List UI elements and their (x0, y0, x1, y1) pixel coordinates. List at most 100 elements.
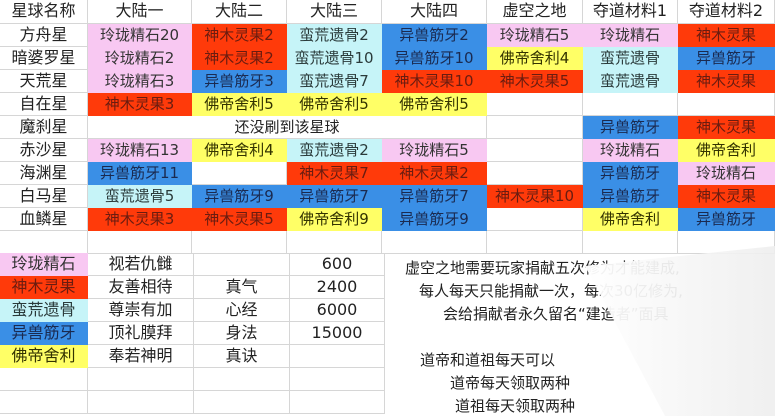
empty-cell[interactable] (583, 231, 678, 254)
planet-name-cell[interactable]: 赤沙星 (0, 139, 88, 162)
material-cell[interactable]: 玲珑精石3 (88, 70, 192, 93)
empty-cell[interactable] (88, 231, 192, 254)
material-cell[interactable] (487, 162, 583, 185)
skill-cell[interactable]: 真气 (194, 276, 290, 299)
material-cell[interactable]: 玲珑精石 (583, 139, 678, 162)
material-cell[interactable]: 异兽筋牙2 (382, 24, 487, 47)
material-cell[interactable] (487, 208, 583, 231)
material-cell[interactable]: 神木灵果 (678, 24, 775, 47)
planet-name-cell[interactable]: 血鳞星 (0, 208, 88, 231)
value-cell[interactable]: 6000 (290, 299, 385, 322)
legend-material-cell[interactable]: 玲珑精石 (0, 253, 88, 276)
empty-cell[interactable] (194, 391, 290, 414)
material-cell[interactable]: 玲珑精石20 (88, 24, 192, 47)
column-header[interactable]: 虚空之地 (487, 0, 583, 24)
material-cell[interactable]: 神木灵果3 (88, 208, 192, 231)
material-cell[interactable]: 神木灵果 (678, 70, 775, 93)
material-cell[interactable]: 佛帝舍利5 (382, 93, 487, 116)
column-header[interactable]: 大陆三 (287, 0, 382, 24)
planet-name-cell[interactable]: 天荒星 (0, 70, 88, 93)
material-cell[interactable]: 异兽筋牙 (583, 185, 678, 208)
empty-cell[interactable] (192, 231, 287, 254)
material-cell[interactable]: 蛮荒遗骨2 (287, 139, 382, 162)
material-cell[interactable] (487, 139, 583, 162)
material-cell[interactable]: 玲珑精石13 (88, 139, 192, 162)
material-cell[interactable]: 玲珑精石5 (382, 139, 487, 162)
empty-cell[interactable] (382, 231, 487, 254)
planet-name-cell[interactable]: 魔刹星 (0, 116, 88, 139)
material-cell[interactable]: 神木灵果 (678, 185, 775, 208)
planet-name-cell[interactable]: 白马星 (0, 185, 88, 208)
attitude-cell[interactable]: 尊崇有加 (88, 299, 194, 322)
empty-cell[interactable] (88, 368, 194, 391)
material-cell[interactable] (487, 93, 583, 116)
material-cell[interactable]: 佛帝舍利4 (487, 47, 583, 70)
material-cell[interactable]: 异兽筋牙9 (382, 208, 487, 231)
material-cell[interactable] (487, 116, 583, 139)
skill-cell[interactable]: 真诀 (194, 345, 290, 368)
attitude-cell[interactable]: 视若仇雠 (88, 253, 194, 276)
skill-cell[interactable]: 身法 (194, 322, 290, 345)
material-cell[interactable]: 异兽筋牙9 (192, 185, 287, 208)
material-cell[interactable]: 神木灵果5 (192, 208, 287, 231)
empty-cell[interactable] (678, 231, 775, 254)
value-cell[interactable] (290, 345, 385, 368)
material-cell[interactable]: 蛮荒遗骨10 (287, 47, 382, 70)
material-cell[interactable]: 佛帝舍利9 (287, 208, 382, 231)
column-header[interactable]: 大陆二 (192, 0, 287, 24)
legend-material-cell[interactable]: 神木灵果 (0, 276, 88, 299)
material-cell[interactable]: 蛮荒遗骨 (583, 47, 678, 70)
empty-cell[interactable] (0, 368, 88, 391)
material-cell[interactable]: 蛮荒遗骨2 (287, 24, 382, 47)
attitude-cell[interactable]: 奉若神明 (88, 345, 194, 368)
planet-name-cell[interactable]: 方舟星 (0, 24, 88, 47)
material-cell[interactable]: 神木灵果10 (487, 185, 583, 208)
material-cell[interactable]: 异兽筋牙 (678, 208, 775, 231)
merged-note-cell[interactable]: 还没刷到该星球 (88, 116, 487, 139)
column-header[interactable]: 大陆一 (88, 0, 192, 24)
material-cell[interactable]: 神木灵果7 (287, 162, 382, 185)
material-cell[interactable]: 异兽筋牙7 (287, 185, 382, 208)
material-cell[interactable]: 蛮荒遗骨7 (287, 70, 382, 93)
material-cell[interactable]: 神木灵果2 (192, 47, 287, 70)
value-cell[interactable]: 15000 (290, 322, 385, 345)
attitude-cell[interactable]: 顶礼膜拜 (88, 322, 194, 345)
value-cell[interactable]: 600 (290, 253, 385, 276)
legend-material-cell[interactable]: 蛮荒遗骨 (0, 299, 88, 322)
empty-cell[interactable] (88, 391, 194, 414)
material-cell[interactable]: 异兽筋牙 (583, 116, 678, 139)
material-cell[interactable]: 异兽筋牙 (583, 162, 678, 185)
material-cell[interactable]: 神木灵果2 (192, 24, 287, 47)
empty-cell[interactable] (290, 391, 385, 414)
empty-cell[interactable] (487, 231, 583, 254)
planet-name-cell[interactable]: 海渊星 (0, 162, 88, 185)
material-cell[interactable]: 异兽筋牙3 (192, 70, 287, 93)
empty-cell[interactable] (0, 391, 88, 414)
material-cell[interactable]: 玲珑精石 (678, 162, 775, 185)
value-cell[interactable]: 2400 (290, 276, 385, 299)
material-cell[interactable]: 神木灵果 (678, 116, 775, 139)
legend-material-cell[interactable]: 异兽筋牙 (0, 322, 88, 345)
planet-name-cell[interactable]: 暗婆罗星 (0, 47, 88, 70)
material-cell[interactable]: 异兽筋牙 (678, 47, 775, 70)
material-cell[interactable]: 佛帝舍利5 (287, 93, 382, 116)
skill-cell[interactable]: 心经 (194, 299, 290, 322)
material-cell[interactable]: 异兽筋牙7 (382, 185, 487, 208)
material-cell[interactable]: 佛帝舍利 (678, 139, 775, 162)
material-cell[interactable]: 神木灵果5 (487, 70, 583, 93)
column-header[interactable]: 星球名称 (0, 0, 88, 24)
material-cell[interactable]: 神木灵果10 (382, 70, 487, 93)
material-cell[interactable]: 佛帝舍利 (583, 208, 678, 231)
material-cell[interactable]: 蛮荒遗骨5 (88, 185, 192, 208)
material-cell[interactable]: 佛帝舍利5 (192, 93, 287, 116)
material-cell[interactable] (678, 93, 775, 116)
material-cell[interactable]: 神木灵果2 (382, 162, 487, 185)
material-cell[interactable] (192, 162, 287, 185)
material-cell[interactable]: 异兽筋牙11 (88, 162, 192, 185)
material-cell[interactable]: 蛮荒遗骨 (583, 70, 678, 93)
empty-cell[interactable] (0, 231, 88, 254)
empty-cell[interactable] (290, 368, 385, 391)
material-cell[interactable] (583, 93, 678, 116)
column-header[interactable]: 夺道材料2 (678, 0, 775, 24)
material-cell[interactable]: 神木灵果3 (88, 93, 192, 116)
